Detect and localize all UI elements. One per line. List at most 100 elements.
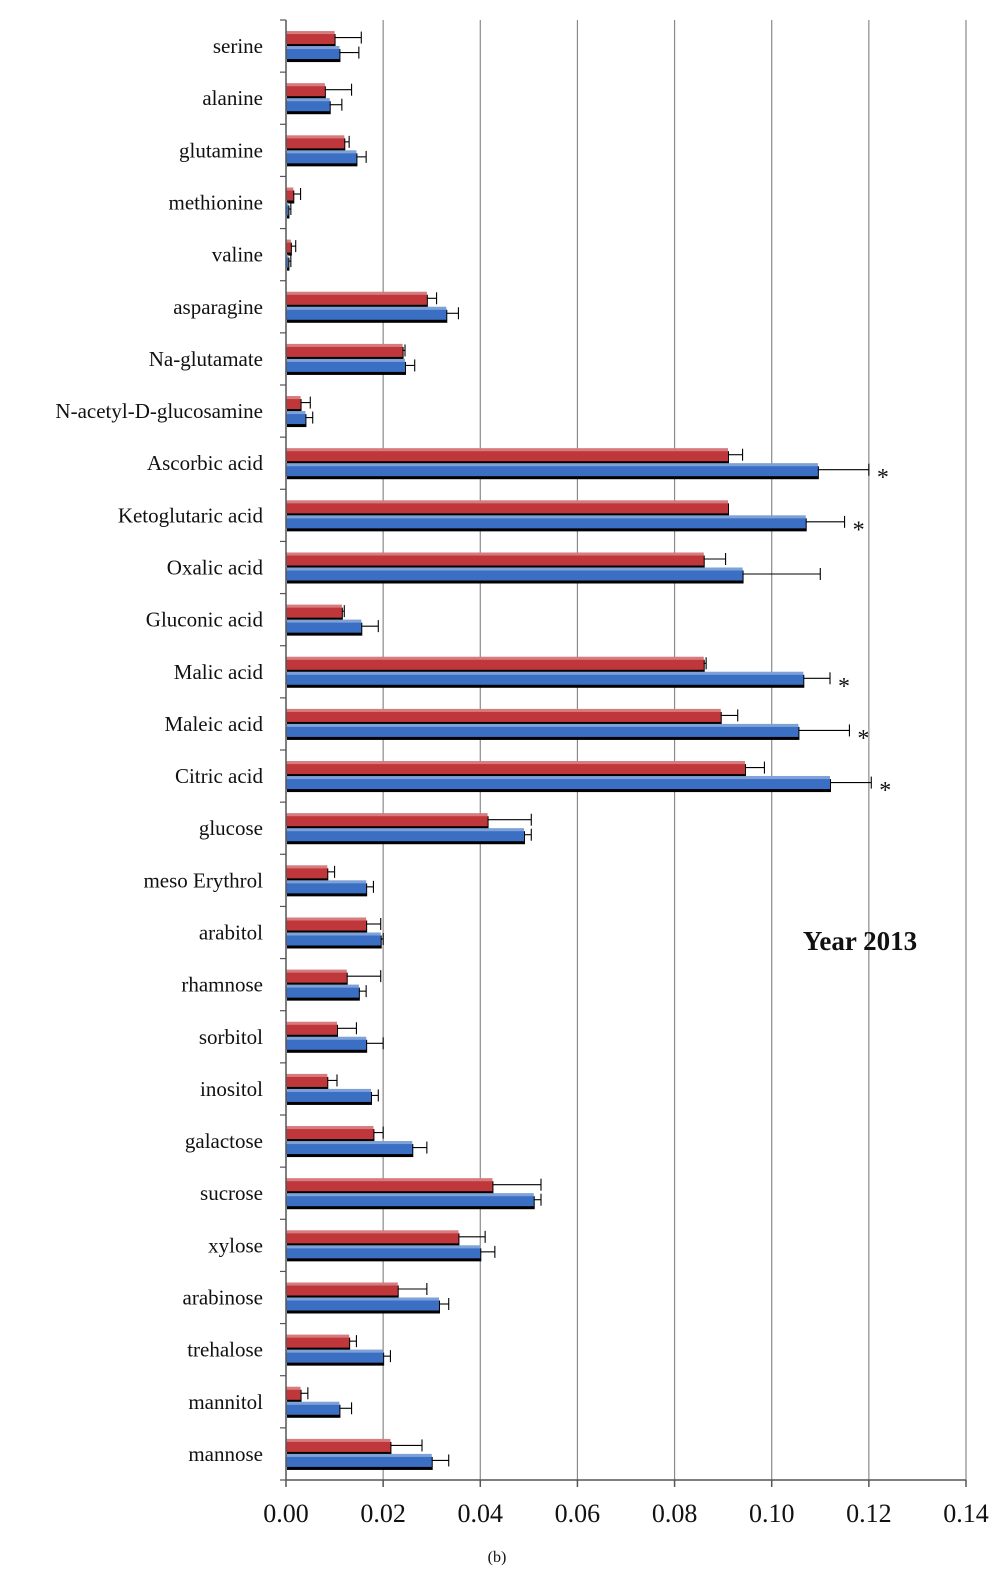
bar-highlight: [286, 448, 728, 452]
bar-fill: [286, 917, 367, 931]
bar-fill: [286, 1088, 371, 1102]
bar-valine-series-1: [286, 239, 297, 256]
category-label-sucrose: sucrose: [200, 1181, 263, 1205]
bar-ketoglutaric-acid-series-2: [286, 515, 846, 532]
category-label-arabitol: arabitol: [199, 921, 263, 945]
bar-highlight: [286, 135, 345, 139]
bar-fill: [286, 1036, 367, 1050]
bar-highlight: [286, 671, 804, 675]
category-label-glutamine: glutamine: [179, 138, 263, 162]
bar-sorbitol-series-2: [286, 1036, 384, 1053]
bar-glucose-series-1: [286, 813, 532, 830]
bar-fill: [286, 865, 328, 879]
category-label-gluconic-acid: Gluconic acid: [146, 608, 264, 632]
bar-fill: [286, 776, 830, 790]
bar-highlight: [286, 515, 806, 519]
bar-highlight: [286, 1088, 371, 1092]
category-label-na-glutamate: Na-glutamate: [149, 347, 263, 371]
bar-n-acetyl-d-glucosamine-series-1: [286, 396, 311, 413]
bar-mannose-series-1: [286, 1438, 423, 1455]
bar-fill: [286, 306, 447, 320]
bar-highlight: [286, 1073, 328, 1077]
significance-mark-maleic-acid: *: [857, 726, 869, 752]
bar-highlight: [286, 708, 721, 712]
bar-fill: [286, 187, 294, 201]
bar-fill: [286, 1453, 432, 1467]
bar-citric-acid-series-1: [286, 761, 765, 778]
category-label-maleic-acid: Maleic acid: [164, 712, 263, 736]
bar-highlight: [286, 98, 330, 102]
bar-arabitol-series-1: [286, 917, 382, 934]
bar-highlight: [286, 1453, 432, 1457]
bar-highlight: [286, 567, 743, 571]
bar-highlight: [286, 1178, 493, 1182]
bar-highlight: [286, 291, 427, 295]
bar-highlight: [286, 1386, 301, 1390]
bar-fill: [286, 1126, 374, 1140]
bar-highlight: [286, 969, 347, 973]
bar-arabinose-series-2: [286, 1297, 450, 1314]
bar-highlight: [286, 619, 362, 623]
bar-sucrose-series-2: [286, 1193, 542, 1210]
bar-highlight: [286, 1141, 413, 1145]
bar-highlight: [286, 1021, 337, 1025]
bar-highlight: [286, 411, 306, 415]
bar-highlight: [286, 396, 301, 400]
bar-methionine-series-1: [286, 187, 302, 204]
bar-highlight: [286, 761, 745, 765]
bar-fill: [286, 1297, 439, 1311]
tick-label-0.12: 0.12: [846, 1499, 892, 1528]
bar-sorbitol-series-1: [286, 1021, 357, 1038]
bar-fill: [286, 1141, 413, 1155]
bar-fill: [286, 671, 804, 685]
bar-highlight: [286, 552, 704, 556]
bar-valine-series-2: [286, 254, 292, 271]
bar-malic-acid-series-2: [286, 671, 831, 688]
tick-label-0.00: 0.00: [263, 1499, 309, 1528]
tick-label-0.08: 0.08: [652, 1499, 698, 1528]
bar-maleic-acid-series-2: [286, 723, 850, 740]
category-label-n-acetyl-d-glucosamine: N-acetyl-D-glucosamine: [55, 399, 263, 423]
bar-highlight: [286, 1193, 534, 1197]
bar-gluconic-acid-series-2: [286, 619, 379, 636]
bar-fill: [286, 567, 743, 581]
bar-citric-acid-series-2: [286, 776, 872, 793]
bar-fill: [286, 1386, 301, 1400]
significance-marks: * * * * *: [838, 465, 891, 804]
bar-asparagine-series-1: [286, 291, 438, 308]
bar-highlight: [286, 1126, 374, 1130]
bar-serine-series-1: [286, 31, 362, 48]
category-label-asparagine: asparagine: [173, 295, 263, 319]
bar-highlight: [286, 656, 704, 660]
bar-fill: [286, 619, 362, 633]
bar-n-acetyl-d-glucosamine-series-2: [286, 411, 314, 428]
category-label-mannitol: mannitol: [188, 1390, 263, 1414]
bar-highlight: [286, 1349, 384, 1353]
bar-highlight: [286, 202, 289, 206]
bar-fill: [286, 708, 721, 722]
bar-rhamnose-series-1: [286, 969, 382, 986]
bar-highlight: [286, 1230, 459, 1234]
bar-highlight: [286, 358, 405, 362]
bar-highlight: [286, 31, 335, 35]
category-label-arabinose: arabinose: [183, 1286, 263, 1310]
bar-highlight: [286, 500, 728, 504]
bar-highlight: [286, 46, 340, 50]
bar-fill: [286, 1282, 398, 1296]
category-label-mannose: mannose: [188, 1442, 263, 1466]
bar-highlight: [286, 306, 447, 310]
bar-ketoglutaric-acid-series-1: [286, 500, 729, 517]
category-label-ascorbic-acid: Ascorbic acid: [147, 451, 264, 475]
bar-fill: [286, 1073, 328, 1087]
bar-ascorbic-acid-series-1: [286, 448, 744, 465]
category-label-galactose: galactose: [185, 1129, 263, 1153]
category-label-trehalose: trehalose: [187, 1338, 263, 1362]
bar-fill: [286, 984, 359, 998]
bar-fill: [286, 83, 325, 97]
bar-meso-erythrol-series-2: [286, 880, 374, 897]
bar-inositol-series-2: [286, 1088, 379, 1105]
bar-fill: [286, 46, 340, 60]
bar-highlight: [286, 343, 403, 347]
bar-highlight: [286, 83, 325, 87]
bar-fill: [286, 552, 704, 566]
